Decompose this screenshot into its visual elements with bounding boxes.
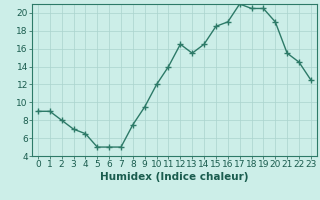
X-axis label: Humidex (Indice chaleur): Humidex (Indice chaleur) [100,172,249,182]
